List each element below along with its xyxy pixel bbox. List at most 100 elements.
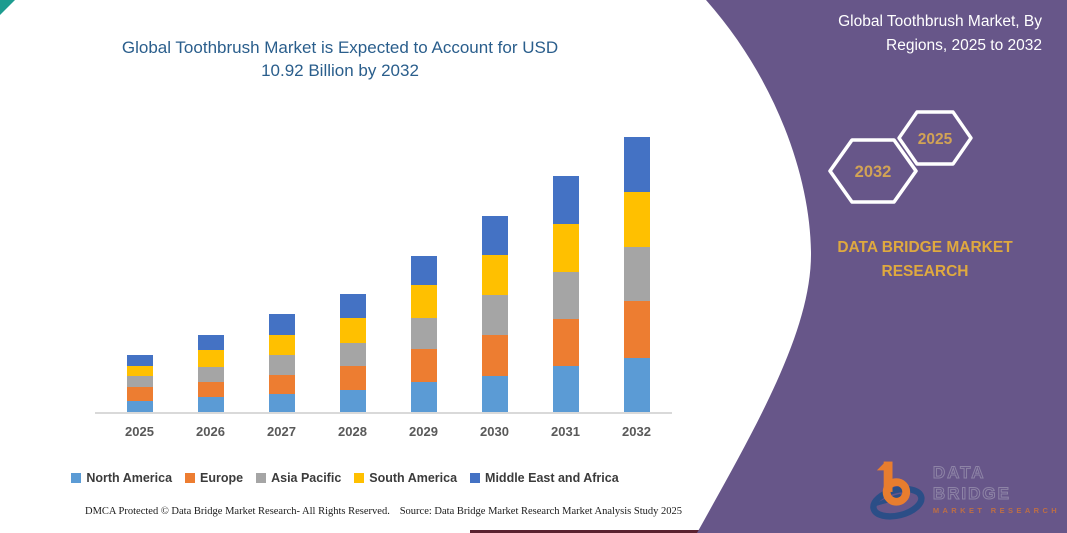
- x-axis-label-2032: 2032: [622, 424, 651, 439]
- bar-segment-2030-north-america: [481, 375, 508, 413]
- bar-slot-2030: [459, 128, 530, 413]
- bar-slot-2026: [175, 128, 246, 413]
- bar-segment-2026-europe: [197, 382, 224, 398]
- x-axis-label-2025: 2025: [125, 424, 154, 439]
- chart-title-line1: Global Toothbrush Market is Expected to …: [121, 38, 559, 57]
- legend-swatch-south-america: [354, 473, 365, 483]
- bar-segment-2030-europe: [481, 334, 508, 376]
- brand-line1: DATA BRIDGE MARKET: [837, 239, 1013, 256]
- bar-segment-2029-europe: [410, 349, 437, 383]
- chart-title: Global Toothbrush Market is Expected to …: [60, 36, 620, 83]
- bar-segment-2028-europe: [339, 366, 366, 390]
- bar-segment-2028-middle-east-and-africa: [339, 293, 366, 319]
- stacked-bar-2031: [552, 175, 579, 413]
- x-axis-labels: 2025 2026 2027 2028 2029 2030 2031 2032: [104, 424, 672, 439]
- bar-slot-2025: [104, 128, 175, 413]
- bar-segment-2026-north-america: [197, 397, 224, 413]
- legend-swatch-asia-pacific: [256, 473, 267, 483]
- side-panel-title-line2: Regions, 2025 to 2032: [886, 37, 1042, 55]
- logo-text-block: DATA BRIDGE MARKET RESEARCH: [932, 463, 1067, 515]
- bar-segment-2032-asia-pacific: [623, 247, 650, 302]
- bar-segment-2031-south-america: [552, 224, 579, 272]
- bar-segment-2027-south-america: [268, 334, 295, 355]
- legend-label-north-america: North America: [86, 471, 173, 485]
- bar-segment-2029-north-america: [410, 382, 437, 413]
- legend-item-asia-pacific: Asia Pacific: [256, 471, 341, 485]
- brand-line2: RESEARCH: [881, 263, 969, 281]
- footer: DMCA Protected © Data Bridge Market Rese…: [85, 506, 682, 517]
- chart-title-line2: 10.92 Billion by 2032: [261, 61, 419, 81]
- bar-segment-2029-south-america: [410, 284, 437, 319]
- legend-item-south-america: South America: [354, 471, 457, 485]
- data-bridge-logo: DATA BRIDGE MARKET RESEARCH: [868, 458, 1067, 520]
- stacked-bar-chart: [104, 128, 672, 413]
- stacked-bar-2025: [126, 354, 153, 413]
- bar-segment-2026-asia-pacific: [197, 367, 224, 383]
- bar-segment-2027-north-america: [268, 393, 295, 413]
- legend-swatch-europe: [185, 473, 196, 483]
- bar-slot-2029: [388, 128, 459, 413]
- hexagon-2032-label: 2032: [855, 163, 892, 181]
- stacked-bar-2028: [339, 293, 366, 413]
- bar-segment-2031-north-america: [552, 365, 579, 413]
- bar-segment-2025-europe: [126, 386, 153, 402]
- legend-label-middle-east-and-africa: Middle East and Africa: [485, 471, 619, 485]
- brand-wordmark: DATA BRIDGE MARKET RESEARCH: [800, 236, 1050, 284]
- legend-label-south-america: South America: [369, 471, 458, 485]
- bar-slot-2028: [317, 128, 388, 413]
- legend-item-europe: Europe: [185, 471, 243, 485]
- bar-segment-2029-middle-east-and-africa: [410, 255, 437, 285]
- legend-swatch-middle-east-and-africa: [470, 473, 481, 483]
- bar-segment-2028-north-america: [339, 389, 366, 413]
- footer-source-text: Source: Data Bridge Market Research Mark…: [399, 506, 682, 517]
- side-panel-title: Global Toothbrush Market, By Regions, 20…: [780, 10, 1042, 58]
- bar-segment-2028-asia-pacific: [339, 343, 366, 367]
- stacked-bar-2032: [623, 136, 650, 413]
- bar-segment-2029-asia-pacific: [410, 318, 437, 350]
- bar-segment-2030-asia-pacific: [481, 294, 508, 335]
- bar-segment-2025-asia-pacific: [126, 376, 153, 387]
- bar-segment-2031-middle-east-and-africa: [552, 175, 579, 225]
- side-panel-title-line1: Global Toothbrush Market, By: [838, 13, 1042, 30]
- bar-slot-2032: [601, 128, 672, 413]
- logo-name-text: DATA BRIDGE: [932, 463, 1011, 503]
- legend-item-middle-east-and-africa: Middle East and Africa: [470, 471, 619, 485]
- bar-segment-2025-north-america: [126, 401, 153, 413]
- bar-segment-2031-asia-pacific: [552, 271, 579, 320]
- bottom-accent-line: [470, 530, 720, 533]
- stacked-bar-2029: [410, 255, 437, 413]
- footer-dmca-text: DMCA Protected © Data Bridge Market Rese…: [85, 506, 390, 517]
- bar-segment-2031-europe: [552, 319, 579, 366]
- bar-segment-2028-south-america: [339, 318, 366, 344]
- bar-segment-2030-middle-east-and-africa: [481, 215, 508, 255]
- bar-segment-2027-asia-pacific: [268, 354, 295, 375]
- bar-slot-2027: [246, 128, 317, 413]
- legend-label-asia-pacific: Asia Pacific: [271, 471, 342, 485]
- x-axis-label-2029: 2029: [409, 424, 438, 439]
- corner-triangle-accent: [0, 0, 15, 15]
- x-axis-label-2027: 2027: [267, 424, 296, 439]
- bar-segment-2025-south-america: [126, 365, 153, 377]
- bar-segment-2027-europe: [268, 374, 295, 394]
- bar-segment-2026-middle-east-and-africa: [197, 335, 224, 351]
- x-axis-line: [95, 412, 672, 414]
- x-axis-label-2028: 2028: [338, 424, 367, 439]
- bar-slot-2031: [530, 128, 601, 413]
- bar-segment-2032-middle-east-and-africa: [623, 136, 650, 192]
- legend-label-europe: Europe: [200, 471, 244, 485]
- hexagon-2025-label: 2025: [918, 131, 953, 148]
- chart-legend: North America Europe Asia Pacific South Ame…: [0, 471, 690, 485]
- stacked-bar-2026: [197, 335, 224, 413]
- logo-sub-text: MARKET RESEARCH: [932, 505, 1061, 515]
- legend-swatch-north-america: [71, 473, 82, 483]
- year-hexagons: 2032 2025: [828, 110, 973, 204]
- bar-segment-2025-middle-east-and-africa: [126, 354, 153, 366]
- x-axis-label-2030: 2030: [480, 424, 509, 439]
- legend-item-north-america: North America: [71, 471, 172, 485]
- bar-segment-2032-south-america: [623, 191, 650, 248]
- x-axis-label-2026: 2026: [196, 424, 225, 439]
- bar-segment-2032-north-america: [623, 358, 650, 413]
- bar-segment-2027-middle-east-and-africa: [268, 313, 295, 335]
- data-bridge-logo-icon: [869, 461, 925, 520]
- x-axis-label-2031: 2031: [551, 424, 580, 439]
